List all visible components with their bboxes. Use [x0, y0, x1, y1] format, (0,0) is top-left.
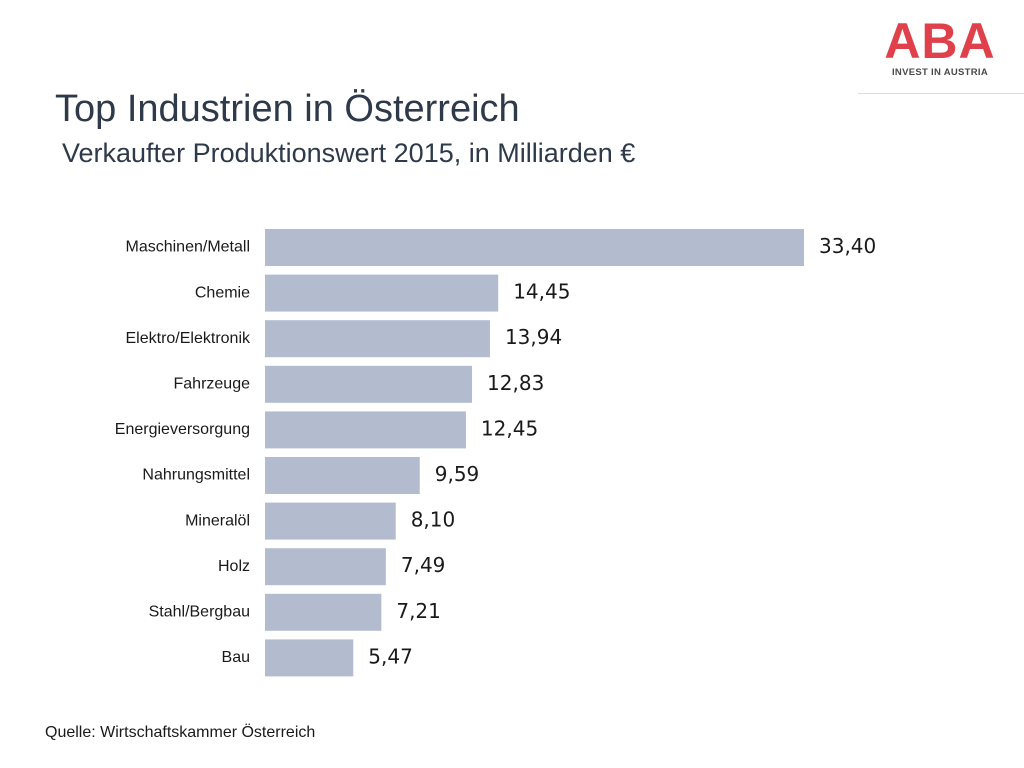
- category-label: Fahrzeuge: [174, 376, 251, 393]
- data-label: 7,21: [396, 599, 441, 623]
- bar: [265, 320, 490, 358]
- category-label: Mineralöl: [185, 512, 250, 529]
- data-label: 5,47: [368, 644, 413, 668]
- bar: [265, 229, 804, 266]
- data-label: 33,40: [819, 234, 876, 258]
- source-note: Quelle: Wirtschaftskammer Österreich: [45, 724, 316, 741]
- bar: [265, 457, 420, 494]
- bar: [265, 411, 466, 449]
- chart-title: Top Industrien in Österreich: [55, 88, 520, 130]
- logo-tagline: INVEST IN AUSTRIA: [891, 67, 989, 78]
- category-label: Nahrungsmittel: [142, 467, 250, 484]
- data-label: 9,59: [435, 462, 480, 486]
- category-label: Holz: [218, 558, 250, 575]
- bar: [265, 274, 499, 312]
- bar: [265, 548, 386, 586]
- bar: [265, 502, 396, 540]
- category-label: Energieversorgung: [115, 421, 250, 438]
- data-label: 13,94: [505, 325, 562, 349]
- category-label: Maschinen/Metall: [126, 239, 251, 256]
- data-label: 12,45: [481, 416, 538, 440]
- data-label: 12,83: [487, 371, 544, 395]
- bar: [265, 639, 354, 677]
- data-label: 7,49: [401, 553, 446, 577]
- aba-logo: ABA INVEST IN AUSTRIA: [884, 16, 996, 78]
- logo-mark: ABA: [884, 13, 996, 69]
- header-divider: [858, 93, 1024, 94]
- category-label: Chemie: [195, 284, 250, 301]
- bar: [265, 365, 473, 403]
- category-label: Elektro/Elektronik: [126, 330, 251, 347]
- bar-chart: Maschinen/Metall 33,40 Chemie 14,45 Elektro/…: [115, 229, 876, 677]
- data-label: 8,10: [411, 508, 456, 532]
- chart-subtitle: Verkaufter Produktionswert 2015, in Mill…: [62, 138, 636, 168]
- category-label: Bau: [222, 649, 250, 666]
- data-label: 14,45: [513, 280, 570, 304]
- bar: [265, 593, 382, 631]
- category-label: Stahl/Bergbau: [149, 604, 250, 621]
